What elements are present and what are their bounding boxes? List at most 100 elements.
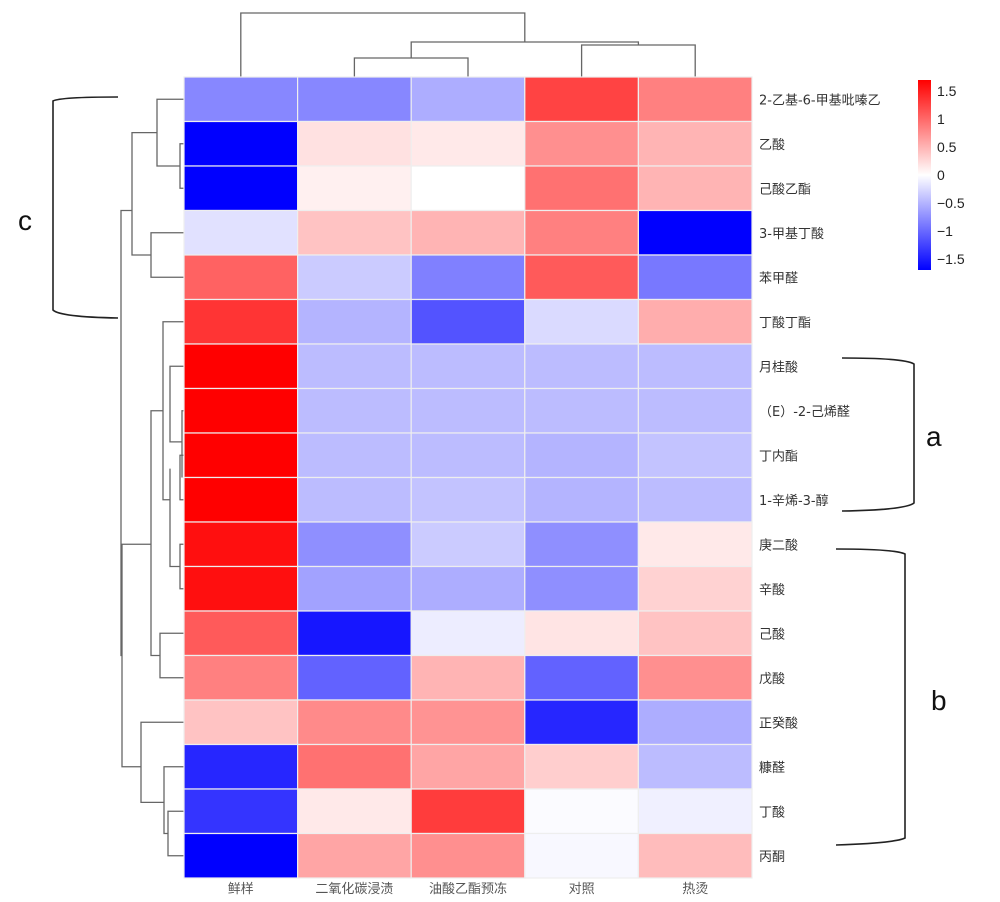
heatmap-cell: [297, 565, 412, 612]
group-bracket: [841, 357, 915, 512]
row-label: 丁酸丁酯: [759, 316, 811, 331]
heatmap-cell: [524, 76, 639, 123]
heatmap-cell: [410, 699, 526, 746]
heatmap-cell: [637, 521, 753, 568]
heatmap-cell: [410, 521, 526, 568]
heatmap-cell: [183, 120, 299, 167]
heatmap-cell: [637, 387, 753, 434]
heatmap-cell: [637, 699, 753, 746]
heatmap-cell: [183, 165, 299, 212]
heatmap-cell: [637, 565, 753, 612]
row-label: 丙酮: [759, 850, 785, 865]
heatmap-cell: [524, 343, 639, 390]
heatmap-cell: [410, 654, 526, 701]
group-bracket: [835, 548, 906, 846]
row-dendrogram: [120, 98, 184, 857]
group-label: c: [18, 205, 32, 236]
heatmap-cell: [524, 476, 639, 523]
group-brackets: c a b: [18, 96, 947, 846]
row-label: 乙酸: [759, 138, 785, 153]
legend-tick-label: 0.5: [937, 139, 957, 155]
group-bracket: [52, 96, 119, 319]
heatmap-cell: [410, 165, 526, 212]
column-label: 二氧化碳浸渍: [315, 882, 393, 897]
row-label: （E）-2-己烯醛: [759, 404, 850, 420]
heatmap-cell: [524, 743, 639, 790]
dendrogram-branch: [162, 321, 184, 501]
row-label: 3-甲基丁酸: [759, 227, 824, 242]
legend-tick-label: −1.5: [937, 251, 965, 267]
heatmap-cell: [297, 476, 412, 523]
heatmap-cell: [410, 743, 526, 790]
heatmap-cell: [297, 120, 412, 167]
column-dendrogram: [240, 12, 696, 77]
heatmap-cell: [410, 254, 526, 301]
legend-tick-label: 0: [937, 167, 945, 183]
heatmap-cell: [183, 610, 299, 657]
heatmap-cell: [183, 743, 299, 790]
heatmap-cell: [637, 654, 753, 701]
heatmap-cell: [637, 476, 753, 523]
column-label: 热烫: [682, 882, 708, 897]
group-label: a: [926, 421, 942, 452]
dendrogram-branch: [150, 232, 184, 278]
row-label: 正癸酸: [759, 716, 798, 731]
heatmap-cell: [410, 610, 526, 657]
heatmap-cell: [524, 832, 639, 879]
heatmap-cell: [637, 120, 753, 167]
heatmap-cell: [183, 209, 299, 256]
row-label: 月桂酸: [759, 360, 798, 375]
row-label: 丁酸: [759, 805, 785, 820]
row-label: 戊酸: [759, 672, 785, 687]
heatmap-cell: [183, 565, 299, 612]
row-label: 丁内酯: [759, 448, 798, 464]
heatmap-cell: [297, 610, 412, 657]
heatmap-cell: [637, 76, 753, 123]
heatmap-cell: [183, 298, 299, 345]
dendrogram-branch: [140, 721, 184, 803]
row-label: 苯甲醛: [759, 270, 798, 286]
dendrogram-branch: [169, 468, 180, 568]
heatmap-cell: [524, 387, 639, 434]
heatmap-cell: [410, 788, 526, 835]
heatmap-cell: [183, 343, 299, 390]
heatmap-cell: [524, 120, 639, 167]
heatmap-cell: [297, 298, 412, 345]
heatmap-cell: [524, 209, 639, 256]
heatmap-cell: [297, 387, 412, 434]
dendrogram-branch: [179, 143, 184, 189]
row-label: 辛酸: [759, 583, 785, 598]
column-label: 对照: [569, 882, 595, 897]
dendrogram-branch: [353, 57, 469, 77]
heatmap-cell: [524, 165, 639, 212]
heatmap-cell: [297, 432, 412, 479]
heatmap-cell: [183, 521, 299, 568]
legend-tick-label: −0.5: [937, 195, 965, 211]
heatmap-cell: [410, 832, 526, 879]
dendrogram-branch: [120, 209, 132, 657]
dendrogram-branch: [580, 44, 696, 77]
heatmap-cell: [183, 254, 299, 301]
heatmap-cell: [297, 165, 412, 212]
heatmap-cell: [183, 788, 299, 835]
heatmap-cell: [410, 343, 526, 390]
heatmap-cell: [637, 209, 753, 256]
heatmap-cell: [297, 209, 412, 256]
heatmap-cell: [524, 298, 639, 345]
dendrogram-branch: [159, 632, 184, 679]
row-label: 己酸: [759, 627, 785, 642]
dendrogram-branch: [150, 410, 163, 657]
legend-color-bar: [918, 80, 931, 270]
legend-tick-label: −1: [937, 223, 953, 239]
dendrogram-branch: [131, 131, 157, 256]
heatmap-cell: [297, 654, 412, 701]
row-label: 1-辛烯-3-醇: [759, 493, 829, 509]
heatmap-cell: [637, 610, 753, 657]
legend-tick-label: 1.5: [937, 83, 957, 99]
dendrogram-branch: [163, 766, 184, 835]
heatmap-cell: [297, 699, 412, 746]
heatmap-cell: [410, 209, 526, 256]
heatmap-cell: [637, 254, 753, 301]
heatmap-cell: [297, 788, 412, 835]
